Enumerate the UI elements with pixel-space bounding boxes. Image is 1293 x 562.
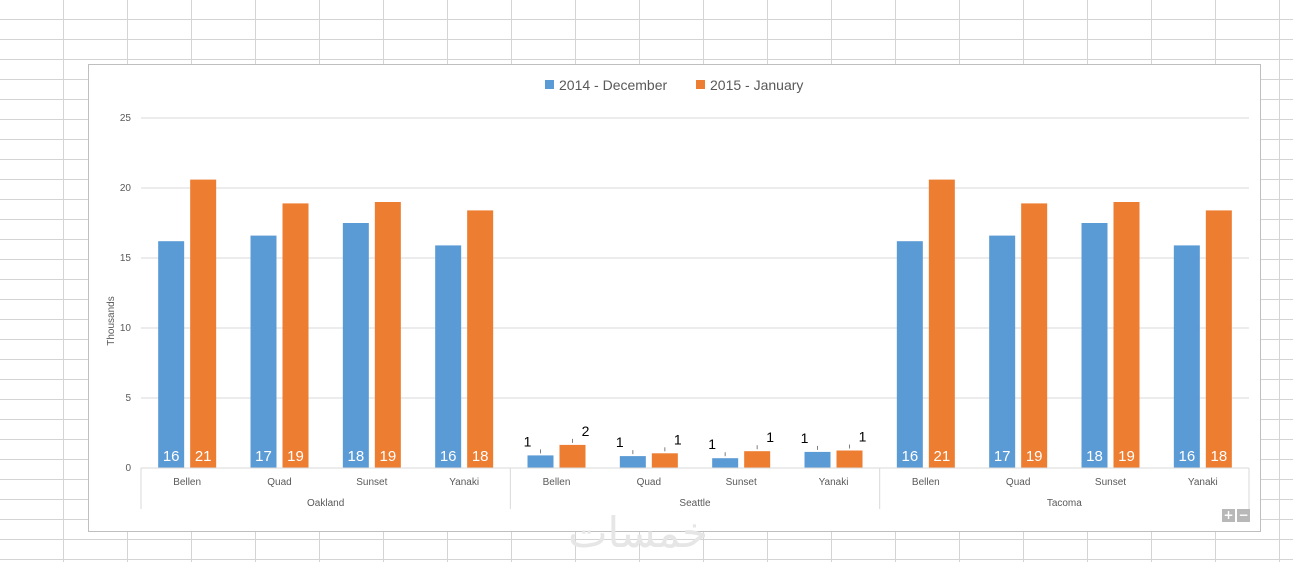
bar (158, 241, 185, 468)
x-tick-label: Sunset (726, 477, 757, 488)
data-label: 18 (1210, 448, 1227, 465)
data-label: 21 (195, 448, 212, 465)
legend-swatch (545, 80, 554, 89)
x-tick-label: Quad (267, 477, 291, 488)
bar (282, 203, 309, 468)
watermark-logo: خمسات (568, 508, 709, 557)
x-tick-label: Bellen (173, 477, 201, 488)
chart-zoom-controls: + − (1222, 509, 1250, 522)
data-label: 16 (163, 448, 180, 465)
bar (527, 455, 554, 468)
bar (744, 451, 771, 468)
legend-label: 2014 - December (559, 77, 668, 93)
data-label: 17 (994, 448, 1011, 465)
zoom-in-button[interactable]: + (1222, 508, 1235, 522)
bar (712, 458, 739, 468)
data-label: 1 (674, 431, 682, 447)
data-label: 21 (933, 448, 950, 465)
data-label: 1 (524, 433, 532, 449)
x-tick-label: Bellen (543, 477, 571, 488)
data-label: 16 (1178, 448, 1195, 465)
y-tick-label: 20 (120, 183, 132, 194)
data-label: 16 (440, 448, 457, 465)
data-label: 19 (1026, 448, 1043, 465)
bar (190, 179, 217, 468)
x-tick-label: Yanaki (819, 477, 849, 488)
data-label: 1 (766, 429, 774, 445)
data-label: 18 (472, 448, 489, 465)
bar (342, 223, 369, 468)
bar (619, 456, 646, 468)
bar (836, 450, 863, 468)
x-tick-label: Sunset (356, 477, 387, 488)
y-tick-label: 25 (120, 113, 132, 124)
zoom-out-button[interactable]: − (1237, 508, 1250, 522)
bar (1205, 210, 1232, 468)
x-tick-label: Quad (637, 477, 661, 488)
bar (250, 235, 277, 468)
group-label: Tacoma (1047, 498, 1082, 509)
bar (896, 241, 923, 468)
x-tick-label: Yanaki (449, 477, 479, 488)
legend-swatch (696, 80, 705, 89)
legend-label: 2015 - January (710, 77, 803, 93)
data-label: 1 (801, 430, 809, 446)
bar (651, 453, 678, 468)
data-label: 18 (347, 448, 364, 465)
y-axis-title: Thousands (106, 296, 117, 345)
data-label: 19 (379, 448, 396, 465)
bar (928, 179, 955, 468)
x-tick-label: Quad (1006, 477, 1030, 488)
data-label: 1 (708, 436, 716, 452)
x-tick-label: Yanaki (1188, 477, 1218, 488)
bar (1081, 223, 1108, 468)
group-label: Seattle (679, 498, 711, 509)
bar (1173, 245, 1200, 468)
data-label: 18 (1086, 448, 1103, 465)
bar (1021, 203, 1048, 468)
data-label: 16 (901, 448, 918, 465)
y-tick-label: 0 (125, 463, 131, 474)
data-label: 19 (287, 448, 304, 465)
group-label: Oakland (307, 498, 344, 509)
y-tick-label: 15 (120, 253, 132, 264)
bar (435, 245, 462, 468)
y-tick-label: 5 (125, 393, 131, 404)
x-tick-label: Sunset (1095, 477, 1126, 488)
chart-area[interactable]: 0 5 10 15 20 25 Thousands 2014 - December 2015 -… (88, 64, 1261, 532)
y-tick-label: 10 (120, 323, 132, 334)
x-tick-label: Bellen (912, 477, 940, 488)
data-label: 19 (1118, 448, 1135, 465)
bar-chart: 0 5 10 15 20 25 Thousands 2014 - December 2015 -… (106, 77, 1250, 509)
data-label: 1 (616, 434, 624, 450)
data-label: 1 (859, 429, 867, 445)
data-label: 17 (255, 448, 272, 465)
bar (804, 451, 831, 468)
bar (989, 235, 1016, 468)
bar (374, 202, 401, 468)
data-label: 2 (582, 423, 590, 439)
bar (1113, 202, 1140, 468)
bar (467, 210, 494, 468)
bar (559, 444, 586, 468)
